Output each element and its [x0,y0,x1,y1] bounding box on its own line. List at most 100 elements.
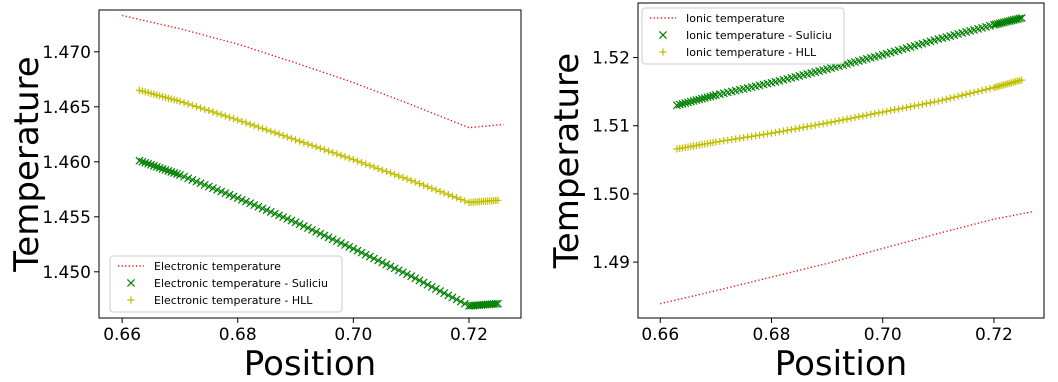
data-point-plus [415,180,424,188]
data-point-x [196,179,205,188]
data-point-plus [771,128,780,137]
data-point-plus [395,172,403,180]
data-point-x [161,165,170,174]
data-point-x [217,187,226,196]
data-point-x [254,202,263,211]
data-point-plus [457,195,465,203]
data-point-plus [432,186,440,194]
data-point-plus [304,140,312,148]
data-point-plus [378,166,386,174]
data-point-plus [448,192,457,200]
data-point-plus [225,113,234,121]
data-point-plus [875,109,883,117]
data-point-x [709,91,718,100]
data-point-x [374,256,383,265]
data-point-plus [914,101,923,109]
data-point-x [349,244,358,253]
data-point-plus [287,134,296,142]
data-point-plus [242,119,250,127]
data-point-plus [316,144,324,152]
data-point-plus [819,120,827,128]
data-point-plus [366,161,374,170]
data-point-plus [910,102,919,110]
data-point-plus [209,108,217,116]
data-point-x [365,252,374,261]
x-tick-label: 0.70 [334,325,372,345]
data-point-x [241,197,251,206]
data-point-x [213,185,222,194]
data-point-plus [712,138,720,146]
axes-frame [98,9,522,319]
data-point-plus [300,139,308,147]
data-point-plus [954,92,962,100]
data-point-plus [184,100,192,108]
data-point-plus [407,176,415,185]
data-point-x [1017,13,1026,23]
x-tick-label: 0.68 [753,325,791,345]
data-point-x [341,240,350,249]
chart-panel-2: 0.66 0.68 0.70 0.72 1.49 1.50 1.51 1.52 Position… [547,2,1045,382]
data-point-plus [791,125,799,133]
data-point-plus [275,130,283,138]
legend-handle [659,48,667,56]
data-point-plus [922,99,931,108]
data-point-x [291,218,300,227]
data-point-plus [716,137,724,146]
data-point-x [246,199,255,208]
data-point-x [173,169,182,179]
data-point-plus [779,127,787,135]
data-point-x [200,180,209,189]
data-point-plus [803,123,811,131]
y-tick-label: 1.49 [592,253,630,273]
data-point-x [287,216,296,225]
data-point-x [225,190,234,199]
data-point-plus [891,106,899,114]
data-point-plus [787,125,795,134]
data-point-plus [863,111,871,119]
data-point-x [491,299,500,308]
data-point-x [149,161,158,170]
data-point-x [386,262,395,271]
data-point-x [170,168,179,177]
data-point-plus [966,89,974,97]
data-point-plus [246,120,254,128]
data-point-plus [962,90,970,98]
data-point-plus [898,104,907,112]
data-point-plus [728,135,736,144]
data-point-plus [736,134,744,142]
data-point-x [431,284,440,293]
data-point-plus [337,151,345,159]
series-1 [660,210,1034,305]
data-point-plus [978,86,986,95]
y-axis-label: Temperature [7,56,47,272]
data-point-plus [934,97,942,105]
data-point-plus [192,103,201,111]
data-point-x [152,162,161,171]
data-point-x [411,274,420,283]
data-point-x [141,158,150,167]
data-point-plus [918,100,927,108]
data-point-x [299,222,308,231]
data-point-plus [201,105,209,113]
plot-area [121,14,504,310]
legend-entry-label: Electronic temperature - Suliciu [154,277,328,290]
data-point-x [167,167,176,176]
data-point-plus [974,87,982,96]
series-1 [121,14,504,129]
data-point-plus [349,156,357,164]
data-point-plus [986,84,994,93]
data-point-plus [732,135,740,143]
data-point-plus [213,109,221,117]
data-point-x [390,264,399,273]
data-point-x [361,250,370,259]
data-point-plus [358,158,366,167]
data-point-x [221,189,230,198]
data-point-plus [783,126,791,134]
data-point-x [233,194,242,203]
data-point-x [423,280,432,289]
data-point-x [184,174,193,183]
data-point-plus [452,194,461,202]
data-point-plus [312,143,320,151]
data-point-plus [283,133,291,141]
